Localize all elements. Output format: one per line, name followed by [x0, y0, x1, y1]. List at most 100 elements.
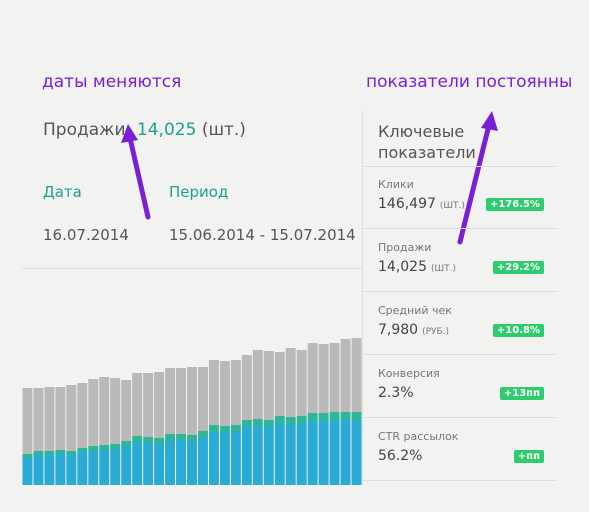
- bar-segment: [44, 387, 55, 451]
- bar-segment: [143, 437, 154, 443]
- kpi-item: Продажи 14,025 (ШТ.) +29.2%: [378, 241, 548, 303]
- column-header: Период: [169, 183, 229, 201]
- divider: [22, 268, 362, 269]
- period-value: 15.06.2014 - 15.07.2014: [169, 226, 356, 244]
- bar-segment: [208, 432, 219, 485]
- bar-segment: [132, 442, 143, 485]
- bar-segment: [44, 455, 55, 485]
- kpi-change: +пп: [513, 450, 544, 463]
- sales-value: 14,025: [136, 120, 197, 140]
- bar-segment: [154, 372, 165, 438]
- bar-segment: [263, 427, 274, 485]
- bar-segment: [110, 378, 121, 444]
- bar-segment: [132, 373, 143, 436]
- bar-segment: [33, 388, 44, 451]
- kpi-change: +29.2%: [492, 261, 544, 274]
- kpi-label: Конверсия: [378, 367, 440, 380]
- divider: [362, 417, 557, 418]
- bar-segment: [241, 427, 252, 485]
- bar-segment: [154, 444, 165, 485]
- bar-segment: [110, 449, 121, 485]
- bar-segment: [22, 454, 33, 458]
- bar-segment: [132, 436, 143, 442]
- bar-segment: [110, 444, 121, 449]
- bar-segment: [77, 448, 88, 452]
- bar-segment: [340, 420, 351, 485]
- annotation: показатели постоянны: [366, 72, 573, 92]
- bar-segment: [66, 385, 77, 451]
- sales-summary: Продажи 14,025 (шт.): [43, 120, 246, 140]
- bar-segment: [165, 434, 176, 440]
- bar-segment: [296, 424, 307, 485]
- bar-segment: [351, 412, 362, 420]
- chart: [22, 338, 362, 485]
- kpi-unit: (ШТ.): [439, 201, 465, 211]
- bar-segment: [165, 440, 176, 485]
- bar-segment: [263, 351, 274, 420]
- kpi-label: Продажи: [378, 241, 432, 254]
- kpi-item: Клики 146,497 (ШТ.) +176.5%: [378, 178, 548, 240]
- kpi-unit: (РУБ.): [422, 327, 450, 337]
- bar-segment: [274, 352, 285, 416]
- annotation: даты меняются: [42, 72, 182, 92]
- bar-segment: [99, 377, 110, 445]
- kpi-value: 2.3%: [378, 385, 414, 401]
- bar-segment: [187, 435, 197, 441]
- bar-segment: [187, 367, 197, 435]
- bar-segment: [296, 350, 307, 416]
- kpi-change: +10.8%: [492, 324, 544, 337]
- bar-segment: [219, 361, 230, 426]
- bar-segment: [241, 420, 252, 427]
- kpi-value: 14,025 (ШТ.): [378, 259, 456, 275]
- bar-segment: [121, 441, 132, 446]
- kpi-value: 7,980 (РУБ.): [378, 322, 449, 338]
- date-value: 16.07.2014: [43, 226, 129, 244]
- bar-segment: [241, 355, 252, 420]
- kpi-item: Конверсия 2.3% +13пп: [378, 367, 548, 429]
- bar-segment: [252, 419, 263, 426]
- bar-segment: [165, 368, 176, 434]
- divider: [362, 291, 557, 292]
- bar-segment: [230, 360, 241, 425]
- bar-segment: [176, 368, 187, 434]
- bar-segment: [77, 452, 88, 485]
- bar-segment: [197, 367, 208, 431]
- bar-segment: [318, 344, 329, 413]
- bar-segment: [55, 450, 66, 454]
- kpi-label: Клики: [378, 178, 414, 191]
- divider: [362, 166, 557, 167]
- bar-segment: [274, 423, 285, 485]
- kpi-label: CTR рассылок: [378, 430, 459, 443]
- bar-segment: [351, 338, 362, 412]
- bar-segment: [66, 455, 77, 485]
- sales-unit: (шт.): [201, 120, 246, 140]
- kpi-title: Ключевые показатели: [378, 122, 476, 162]
- bar-segment: [219, 433, 230, 485]
- bar-segment: [44, 451, 55, 455]
- bar-segment: [208, 425, 219, 432]
- kpi-unit: (ШТ.): [431, 264, 457, 274]
- kpi-number: 146,497: [378, 196, 436, 212]
- bar-segment: [285, 417, 296, 425]
- bar-segment: [285, 425, 296, 485]
- divider: [362, 354, 557, 355]
- bar-segment: [66, 451, 77, 455]
- kpi-item: CTR рассылок 56.2% +пп: [378, 430, 548, 492]
- bar-segment: [77, 383, 88, 448]
- column-header: Дата: [43, 183, 82, 201]
- bar-segment: [307, 421, 318, 485]
- bar-segment: [307, 343, 318, 413]
- kpi-number: 2.3%: [378, 385, 414, 401]
- kpi-number: 56.2%: [378, 448, 423, 464]
- divider: [362, 228, 557, 229]
- bar-segment: [340, 412, 351, 420]
- bar-segment: [307, 413, 318, 421]
- sales-label: Продажи: [43, 120, 126, 140]
- bar-segment: [176, 440, 187, 485]
- bar-segment: [187, 441, 197, 485]
- bar-segment: [33, 455, 44, 485]
- kpi-change: +176.5%: [485, 198, 544, 211]
- bar-segment: [252, 350, 263, 419]
- bar-segment: [22, 388, 33, 454]
